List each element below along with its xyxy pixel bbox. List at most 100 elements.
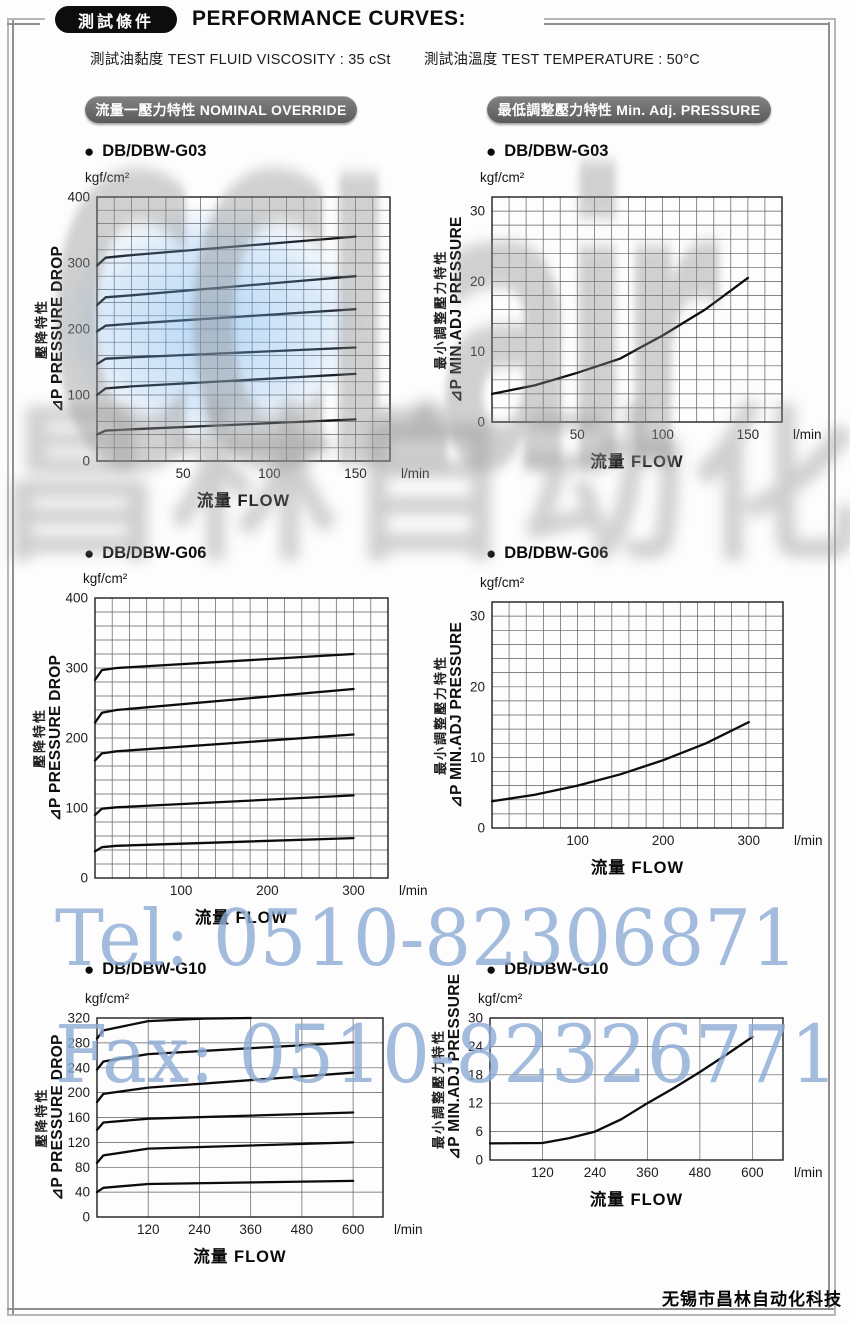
frame-top-left-b: [7, 23, 40, 25]
y-axis-title-cn-g03-min-adj-pressure: 最小調整壓力特性: [433, 249, 448, 370]
x-tick-label: 480: [689, 1165, 712, 1180]
y-tick-label: 100: [65, 801, 88, 816]
y-tick-label: 320: [67, 1011, 90, 1026]
y-tick-label: 0: [82, 1210, 90, 1225]
y-axis-title-g06-min-adj-pressure: ⊿P MIN.ADJ PRESSURE: [448, 621, 465, 809]
plot-g03-nominal-override: 50 100 150 0 100 200 300 400 kgf/cm² l/min: [67, 170, 430, 481]
curve-g10-nominal-override-5: [95, 1179, 355, 1194]
plot-border: [94, 597, 389, 879]
y-tick-label: 400: [65, 591, 88, 606]
x-tick-label: 200: [652, 833, 675, 848]
curve-g10-nominal-override-3: [95, 1111, 355, 1132]
y-tick-label: 160: [67, 1110, 90, 1125]
y-tick-label: 20: [470, 679, 485, 694]
curve-g03-nominal-override-4: [95, 372, 357, 397]
y-axis-title-g10-nominal-override: ⊿P PRESSURE DROP: [49, 1034, 66, 1201]
plot-border: [491, 196, 783, 423]
y-tick-label: 20: [470, 274, 485, 289]
x-axis-label-g06-nominal-override: 流量 FLOW: [194, 909, 289, 927]
test-conditions-badge: 測試條件: [55, 6, 177, 33]
curve-g06-nominal-override-0: [93, 652, 355, 682]
plot-g03-min-adj-pressure: 50 100 150 0 10 20 30 kgf/cm² l/min: [470, 170, 822, 442]
grid-lines: [94, 597, 389, 879]
y-tick-label: 400: [67, 190, 90, 205]
y-tick-label: 280: [67, 1035, 90, 1050]
y-tick-label: 12: [468, 1096, 483, 1111]
x-tick-label: 240: [584, 1165, 607, 1180]
frame-right-inner: [828, 22, 830, 1310]
curve-g06-min-adj-pressure-0: [490, 720, 750, 803]
model-label-g03-right: ● DB/DBW-G03: [486, 142, 608, 161]
y-tick-label: 300: [65, 661, 88, 676]
y-tick-label: 80: [75, 1160, 90, 1175]
x-axis-label-g10-nominal-override: 流量 FLOW: [193, 1248, 287, 1266]
x-tick-label: 120: [531, 1165, 554, 1180]
x-tick-label: 150: [344, 466, 367, 481]
y-tick-label: 0: [82, 454, 90, 469]
curve-g06-nominal-override-4: [93, 836, 355, 853]
curve-g06-nominal-override-3: [93, 794, 355, 817]
x-tick-label: 600: [741, 1165, 764, 1180]
y-tick-label: 0: [477, 821, 485, 836]
x-tick-label: 360: [636, 1165, 659, 1180]
x-axis-label-g06-min-adj-pressure: 流量 FLOW: [590, 859, 685, 877]
x-axis-unit: l/min: [394, 1222, 423, 1237]
frame-left-inner: [12, 18, 14, 1314]
x-tick-label: 50: [570, 427, 585, 442]
plot-g10-nominal-override: 120 240 360 480 600 0 40 80 120 160 200 240 280 320 kg…: [67, 991, 423, 1237]
x-axis-label-g03-nominal-override: 流量 FLOW: [196, 492, 291, 510]
grid-lines: [489, 1017, 783, 1161]
y-tick-label: 10: [470, 344, 485, 359]
frame-top-right-b: [544, 23, 830, 25]
frame-bottom-outer: [7, 1314, 836, 1316]
y-tick-label: 30: [468, 1011, 483, 1026]
x-tick-label: 100: [258, 466, 281, 481]
curve-g10-nominal-override-2: [95, 1071, 355, 1104]
y-tick-label: 240: [67, 1060, 90, 1075]
y-axis-title-cn-g03-nominal-override: 壓降特性: [34, 299, 49, 360]
frame-bottom-inner: [7, 1308, 834, 1310]
model-name: DB/DBW-G10: [504, 960, 609, 978]
x-axis-unit: l/min: [793, 427, 822, 442]
x-tick-label: 50: [176, 466, 191, 481]
x-tick-label: 100: [566, 833, 589, 848]
y-axis-unit: kgf/cm²: [85, 991, 130, 1006]
x-tick-label: 120: [137, 1222, 160, 1237]
test-viscosity-label: 測試油黏度 TEST FLUID VISCOSITY : 35 cSt: [90, 52, 391, 68]
frame-left-outer: [7, 18, 9, 1316]
y-tick-label: 40: [75, 1185, 90, 1200]
bullet-icon: ●: [84, 544, 95, 563]
x-axis-label-g10-min-adj-pressure: 流量 FLOW: [589, 1191, 684, 1209]
y-axis-title-cn-g06-min-adj-pressure: 最小調整壓力特性: [433, 655, 448, 776]
test-temperature-label: 測試油溫度 TEST TEMPERATURE : 50°C: [424, 52, 700, 68]
x-axis-unit: l/min: [399, 883, 428, 898]
min-adj-pressure-badge: 最低調整壓力特性 Min. Adj. PRESSURE: [487, 96, 771, 123]
y-tick-label: 0: [80, 871, 88, 886]
y-tick-label: 30: [470, 609, 485, 624]
curve-g03-nominal-override-0: [95, 235, 357, 267]
x-axis-unit: l/min: [401, 466, 430, 481]
y-tick-label: 100: [67, 388, 90, 403]
curve-g10-nominal-override-4: [95, 1141, 355, 1165]
x-tick-label: 360: [239, 1222, 262, 1237]
model-label-g10-left: ● DB/DBW-G10: [84, 960, 206, 979]
curve-g10-nominal-override-0: [95, 1016, 252, 1040]
x-tick-label: 100: [170, 883, 193, 898]
nominal-override-badge: 流量一壓力特性 NOMINAL OVERRIDE: [85, 96, 357, 123]
y-axis-title-cn-g10-min-adj-pressure: 最小調整壓力特性: [431, 1029, 446, 1150]
y-tick-label: 0: [475, 1153, 483, 1168]
y-axis-unit: kgf/cm²: [85, 170, 130, 185]
frame-top-right-a: [544, 18, 836, 20]
x-tick-label: 200: [256, 883, 279, 898]
plot-g10-min-adj-pressure: 120 240 360 480 600 0 6 12 18 24 30 kgf/cm² l/min: [468, 991, 823, 1180]
bullet-icon: ●: [84, 142, 95, 161]
curve-g10-nominal-override-1: [95, 1041, 355, 1071]
curve-g03-nominal-override-2: [95, 308, 357, 333]
x-axis-label-g03-min-adj-pressure: 流量 FLOW: [590, 453, 684, 471]
plot-border: [491, 601, 784, 829]
bullet-icon: ●: [84, 960, 95, 979]
y-axis-title-g06-nominal-override: ⊿P PRESSURE DROP: [47, 654, 64, 822]
company-name: 无锡市昌林自动化科技: [662, 1290, 842, 1309]
y-tick-label: 200: [65, 731, 88, 746]
x-tick-label: 480: [291, 1222, 314, 1237]
